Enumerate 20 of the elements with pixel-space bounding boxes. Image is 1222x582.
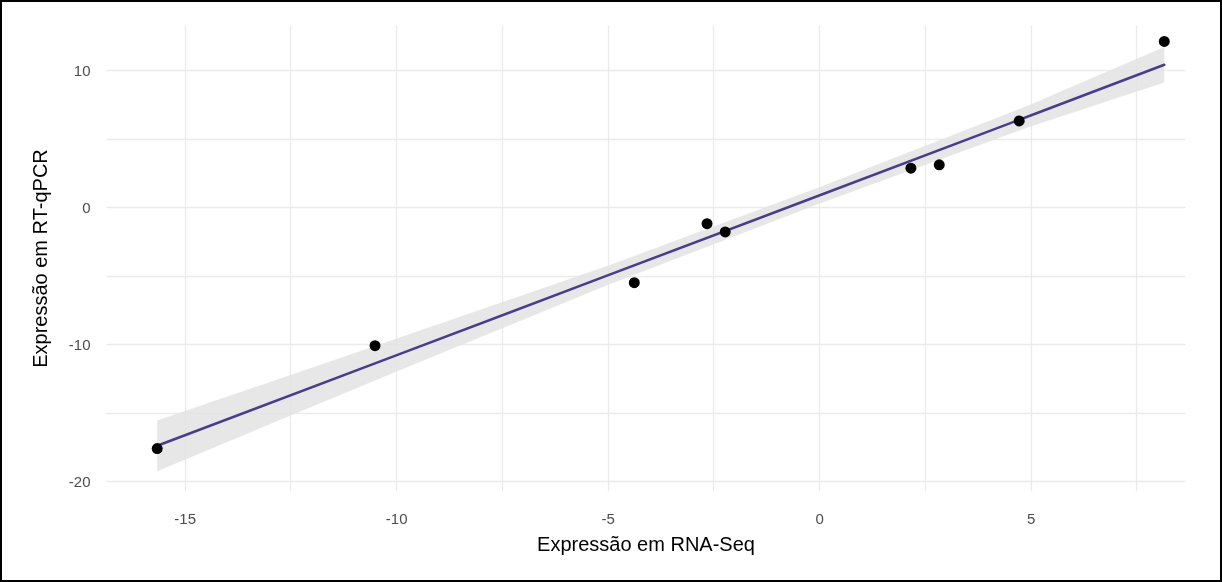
point xyxy=(1013,115,1025,127)
point xyxy=(933,159,945,171)
point xyxy=(151,443,163,454)
point xyxy=(369,340,381,352)
point xyxy=(628,277,640,289)
x-axis-title: Expressão em RNA-Seq xyxy=(537,532,755,555)
y-tick-label: -10 xyxy=(68,335,91,353)
y-axis-title: Expressão em RT-qPCR xyxy=(28,149,51,368)
point xyxy=(1158,35,1170,47)
x-tick-label: -5 xyxy=(601,509,615,527)
y-tick-label: -20 xyxy=(68,472,91,490)
point xyxy=(701,218,713,230)
y-tick-label: 10 xyxy=(73,61,91,79)
y-tick-label: 0 xyxy=(82,198,91,216)
x-tick-label: -10 xyxy=(385,509,408,527)
point xyxy=(905,162,917,174)
x-tick-label: 5 xyxy=(1026,509,1036,527)
x-tick-label: -15 xyxy=(174,509,197,527)
x-tick-label: 0 xyxy=(815,509,824,527)
point xyxy=(719,226,731,238)
